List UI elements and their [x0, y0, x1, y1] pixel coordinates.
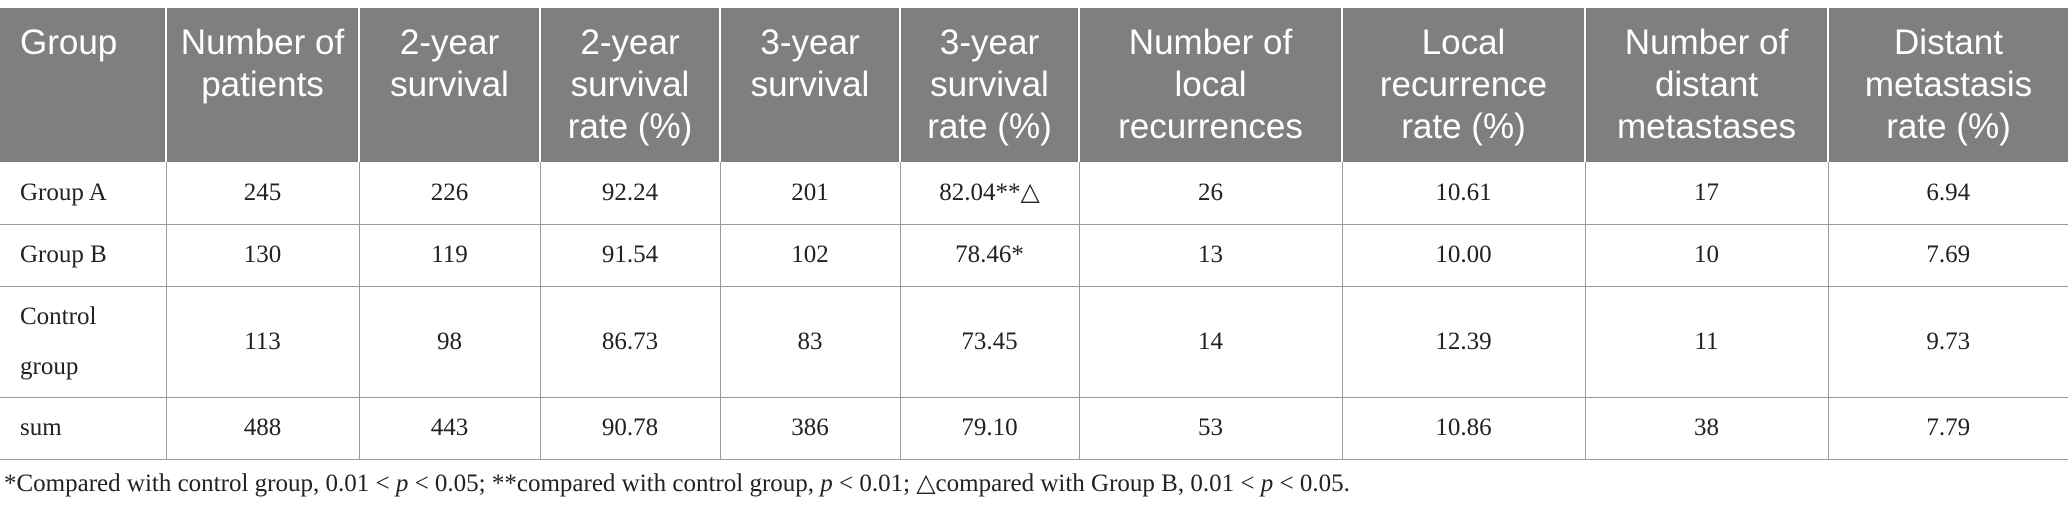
footnote-p-symbol: p — [1260, 470, 1274, 497]
cell: 82.04**△ — [900, 162, 1080, 225]
header-local-recurrences: Number of local recurrences — [1079, 8, 1343, 162]
table-row: Group B 130 119 91.54 102 78.46* 13 10.0… — [0, 224, 2068, 287]
cell: 79.10 — [900, 397, 1080, 460]
table-header: Group Number of patients 2-year survival… — [0, 8, 2068, 162]
cell: 226 — [359, 162, 541, 225]
cell: 443 — [359, 397, 541, 460]
cell: 92.24 — [540, 162, 721, 225]
header-2-year-survival: 2-year survival — [359, 8, 541, 162]
header-row: Group Number of patients 2-year survival… — [0, 8, 2068, 162]
survival-results-table: Group Number of patients 2-year survival… — [0, 8, 2068, 460]
footnote-p-symbol: p — [395, 470, 409, 497]
cell: 10.86 — [1342, 397, 1586, 460]
cell: 12.39 — [1342, 286, 1586, 398]
cell: 73.45 — [900, 286, 1080, 398]
footnote-part-2: < 0.05; **compared with control group, — [408, 470, 821, 497]
cell: 98 — [359, 286, 541, 398]
cell: 6.94 — [1828, 162, 2068, 225]
cell-group: Group B — [0, 224, 167, 287]
table-body: Group A 245 226 92.24 201 82.04**△ 26 10… — [0, 162, 2068, 460]
header-local-recurrence-rate: Local recurrence rate (%) — [1342, 8, 1586, 162]
cell: 83 — [720, 286, 901, 398]
cell: 9.73 — [1828, 286, 2068, 398]
footnote-part-1: *Compared with control group, 0.01 < — [4, 470, 396, 497]
cell: 17 — [1585, 162, 1829, 225]
header-2-year-survival-rate: 2-year survival rate (%) — [540, 8, 721, 162]
header-group: Group — [0, 8, 167, 162]
table-row: Control group 113 98 86.73 83 73.45 14 1… — [0, 286, 2068, 398]
table-row: sum 488 443 90.78 386 79.10 53 10.86 38 … — [0, 397, 2068, 460]
cell: 488 — [166, 397, 360, 460]
cell: 113 — [166, 286, 360, 398]
table-row: Group A 245 226 92.24 201 82.04**△ 26 10… — [0, 162, 2068, 225]
table-footnote: *Compared with control group, 0.01 < p <… — [4, 468, 1350, 500]
cell: 201 — [720, 162, 901, 225]
cell: 10.61 — [1342, 162, 1586, 225]
cell: 7.79 — [1828, 397, 2068, 460]
cell: 11 — [1585, 286, 1829, 398]
header-3-year-survival: 3-year survival — [720, 8, 901, 162]
header-3-year-survival-rate: 3-year survival rate (%) — [900, 8, 1080, 162]
cell: 78.46* — [900, 224, 1080, 287]
header-number-of-patients: Number of patients — [166, 8, 360, 162]
cell: 10.00 — [1342, 224, 1586, 287]
cell: 38 — [1585, 397, 1829, 460]
cell: 26 — [1079, 162, 1343, 225]
cell: 386 — [720, 397, 901, 460]
cell-group: sum — [0, 397, 167, 460]
cell: 90.78 — [540, 397, 721, 460]
cell: 102 — [720, 224, 901, 287]
header-distant-metastasis-rate: Distant metastasis rate (%) — [1828, 8, 2068, 162]
header-distant-metastases: Number of distant metastases — [1585, 8, 1829, 162]
cell: 245 — [166, 162, 360, 225]
footnote-part-3: < 0.01; △compared with Group B, 0.01 < — [832, 470, 1261, 497]
cell-group: Group A — [0, 162, 167, 225]
footnote-p-symbol: p — [820, 470, 833, 497]
cell: 91.54 — [540, 224, 721, 287]
cell: 14 — [1079, 286, 1343, 398]
cell: 53 — [1079, 397, 1343, 460]
cell: 13 — [1079, 224, 1343, 287]
cell: 10 — [1585, 224, 1829, 287]
cell: 7.69 — [1828, 224, 2068, 287]
results-table-container: Group Number of patients 2-year survival… — [0, 8, 2068, 460]
cell: 86.73 — [540, 286, 721, 398]
cell: 130 — [166, 224, 360, 287]
cell-group: Control group — [0, 286, 167, 398]
footnote-part-4: < 0.05. — [1273, 470, 1350, 497]
cell: 119 — [359, 224, 541, 287]
